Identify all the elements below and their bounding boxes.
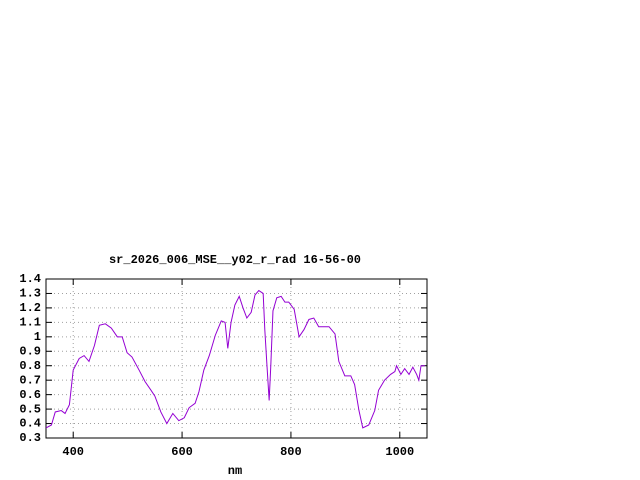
- y-tick-label: 0.7: [19, 373, 41, 387]
- x-tick-label: 400: [62, 445, 84, 459]
- y-tick-label: 0.3: [19, 431, 41, 445]
- y-tick-label: 1.4: [19, 272, 41, 286]
- data-line: [45, 289, 425, 429]
- x-tick-label: 600: [171, 445, 193, 459]
- chart-title: sr_2026_006_MSE__y02_r_rad 16-56-00: [109, 253, 361, 267]
- y-tick-label: 0.9: [19, 344, 41, 358]
- x-tick-label: 1000: [385, 445, 414, 459]
- y-tick-label: 0.5: [19, 402, 41, 416]
- y-tick-label: 1.2: [19, 301, 41, 315]
- x-axis-label: nm: [228, 464, 242, 478]
- x-tick-label: 800: [280, 445, 302, 459]
- y-tick-label: 0.4: [19, 417, 41, 431]
- y-tick-label: 1.1: [19, 316, 41, 330]
- plot-frame: [45, 278, 428, 439]
- y-tick-label: 0.8: [19, 359, 41, 373]
- y-tick-label: 1: [34, 330, 41, 344]
- y-tick-label: 0.6: [19, 388, 41, 402]
- y-tick-label: 1.3: [19, 287, 41, 301]
